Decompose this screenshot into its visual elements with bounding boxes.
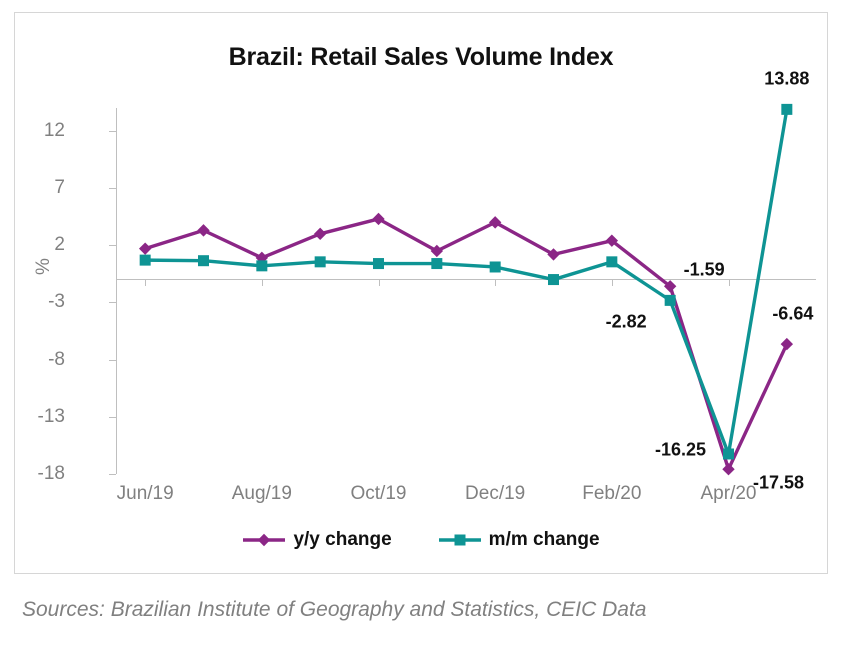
y-axis-line: [116, 108, 117, 474]
series-marker: [605, 234, 619, 247]
x-tick-label: Apr/20: [700, 483, 757, 504]
source-note: Sources: Brazilian Institute of Geograph…: [22, 598, 647, 621]
x-tick-label: Jun/19: [116, 483, 174, 504]
series-line: [143, 217, 789, 471]
y-tick-label: 12: [43, 119, 65, 141]
legend-label: m/m change: [488, 529, 600, 550]
chart-legend: y/y change m/m change: [15, 529, 827, 551]
y-tick-mark: [109, 359, 116, 361]
series-marker: [488, 216, 502, 229]
series-marker: [722, 462, 735, 476]
y-tick-mark: [109, 188, 116, 190]
series-marker: [664, 294, 676, 306]
data-point-label: -1.59: [683, 259, 725, 280]
x-tick-label: Aug/19: [231, 483, 292, 504]
y-tick-mark: [109, 302, 116, 304]
series-marker: [663, 280, 677, 293]
series-marker: [372, 212, 385, 226]
legend-square-icon: [438, 534, 481, 546]
series-marker: [255, 251, 269, 265]
legend-item[interactable]: m/m change: [438, 529, 600, 551]
x-tick-label: Oct/19: [350, 483, 407, 504]
y-tick-label: 7: [54, 177, 65, 199]
data-point-label: -17.58: [752, 472, 805, 493]
x-tick-mark: [728, 279, 730, 286]
y-tick-label: -18: [37, 463, 65, 484]
y-tick-label: 2: [54, 234, 65, 256]
data-point-label: -6.64: [772, 303, 814, 324]
series-marker: [198, 255, 209, 267]
y-tick-label: -8: [48, 348, 65, 370]
y-axis-title: %: [33, 258, 54, 275]
series-line: [143, 107, 789, 456]
y-tick-mark: [109, 416, 116, 418]
series-marker: [256, 260, 268, 272]
series-marker: [314, 256, 326, 268]
data-point-label: -16.25: [654, 439, 707, 460]
series-marker: [489, 261, 501, 273]
series-marker: [431, 258, 443, 270]
series-marker: [606, 256, 618, 268]
y-tick-mark: [109, 245, 116, 247]
legend-diamond-icon: [243, 533, 286, 547]
y-tick-label: -3: [48, 291, 65, 313]
x-tick-mark: [611, 279, 613, 286]
series-marker: [780, 337, 794, 351]
series-marker: [313, 227, 327, 241]
legend-item[interactable]: y/y change: [242, 529, 392, 551]
legend-label: y/y change: [293, 529, 392, 550]
x-tick-label: Feb/20: [582, 483, 642, 504]
series-marker: [138, 242, 152, 255]
x-tick-mark: [261, 279, 263, 286]
chart-title: Brazil: Retail Sales Volume Index: [228, 43, 614, 71]
series-marker: [430, 244, 444, 258]
y-tick-mark: [109, 474, 116, 475]
series-marker: [373, 258, 384, 270]
x-tick-label: Dec/19: [465, 483, 526, 504]
data-point-label: -2.82: [605, 311, 647, 332]
y-tick-label: -13: [37, 405, 65, 427]
y-tick-mark: [109, 130, 116, 132]
series-marker: [781, 103, 793, 115]
chart-card: Brazil: Retail Sales Volume Index % 12 7 2…: [14, 12, 828, 574]
x-tick-mark: [378, 279, 380, 286]
legend-marker: [454, 534, 466, 546]
legend-marker: [258, 533, 271, 547]
x-tick-mark: [145, 279, 147, 286]
series-marker: [547, 248, 560, 261]
series-marker: [723, 448, 734, 460]
series-marker: [139, 254, 151, 266]
data-point-label: 13.88: [764, 68, 810, 89]
x-tick-mark: [495, 279, 497, 286]
series-marker: [197, 224, 210, 237]
